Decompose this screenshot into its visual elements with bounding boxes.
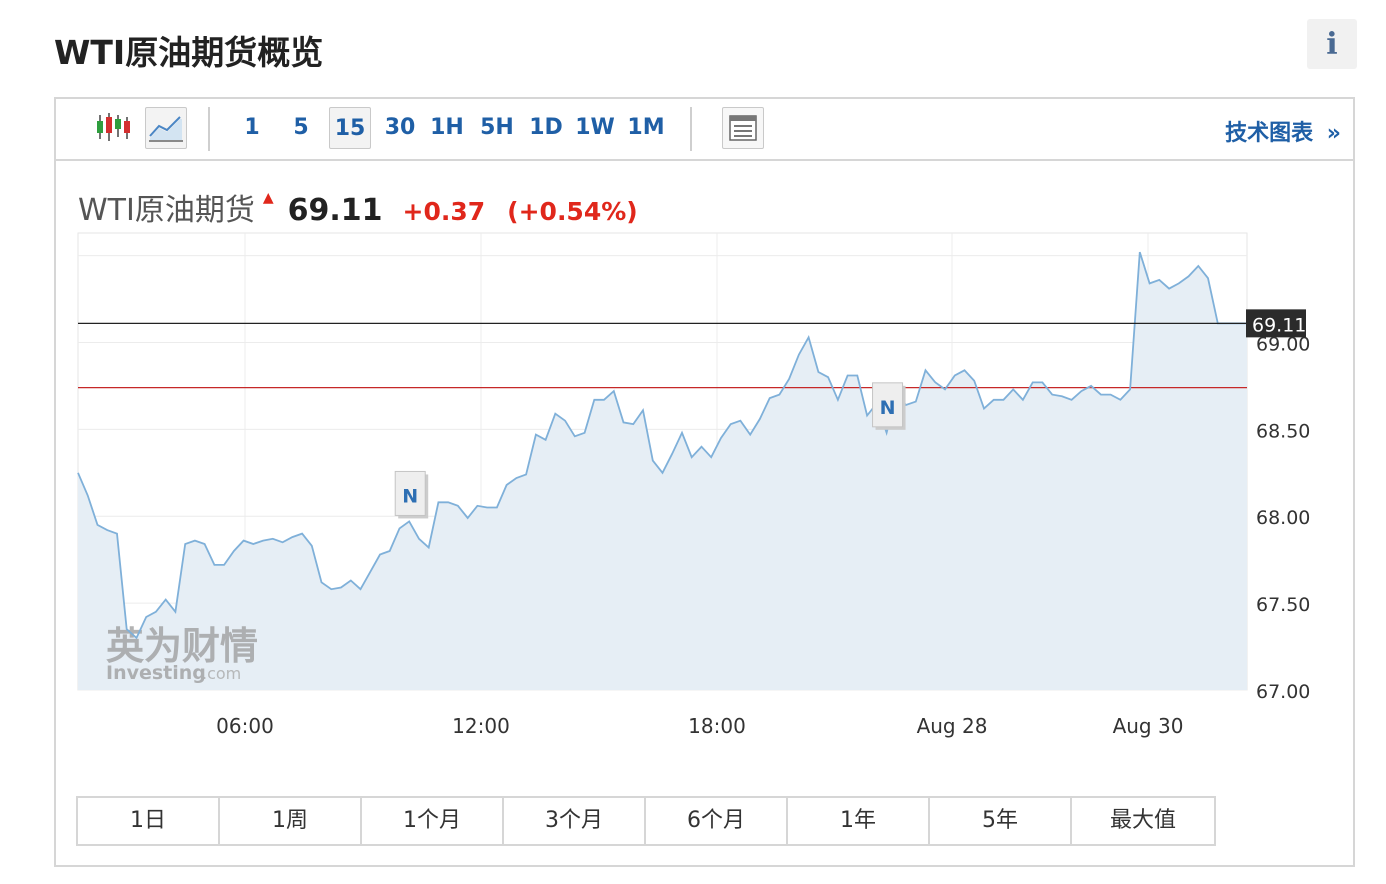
interval-1h[interactable]: 1H bbox=[430, 115, 464, 140]
line-chart-icon[interactable] bbox=[145, 107, 187, 149]
candlestick-icon[interactable] bbox=[90, 107, 132, 149]
table-icon[interactable] bbox=[722, 107, 764, 149]
price-change-percent: (+0.54%) bbox=[507, 197, 638, 226]
x-tick-label: 18:00 bbox=[688, 714, 746, 738]
interval-1m[interactable]: 1M bbox=[627, 115, 665, 140]
time-range-selector: 1日 1周 1个月 3个月 6个月 1年 5年 最大值 bbox=[76, 796, 1216, 846]
technical-chart-link[interactable]: 技术图表 » bbox=[1225, 115, 1341, 147]
last-price-label: 69.11 bbox=[1252, 314, 1306, 336]
y-tick-label: 67.50 bbox=[1256, 594, 1310, 616]
up-arrow-icon: ▲ bbox=[262, 190, 274, 206]
interval-15[interactable]: 15 bbox=[329, 107, 371, 149]
watermark-cn: 英为财情 bbox=[106, 624, 258, 668]
watermark-en-suffix: .com bbox=[202, 664, 241, 683]
x-tick-label: 12:00 bbox=[452, 714, 510, 738]
technical-chart-label: 技术图表 bbox=[1225, 121, 1314, 146]
news-marker[interactable] bbox=[394, 470, 426, 516]
range-button-3[interactable]: 3个月 bbox=[504, 798, 646, 844]
double-chevron-right-icon: » bbox=[1326, 121, 1341, 146]
instrument-name: WTI原油期货 bbox=[78, 193, 255, 228]
toolbar-separator bbox=[208, 107, 210, 151]
interval-1[interactable]: 1 bbox=[244, 115, 260, 140]
chart-toolbar: 1 5 15 30 1H 5H 1D 1W 1M 技术图表 » bbox=[56, 99, 1353, 161]
x-tick-label: Aug 28 bbox=[917, 714, 988, 738]
range-button-2[interactable]: 1个月 bbox=[362, 798, 504, 844]
toolbar-separator bbox=[690, 107, 692, 151]
y-tick-label: 68.00 bbox=[1256, 507, 1310, 529]
y-tick-label: 68.50 bbox=[1256, 420, 1310, 442]
y-tick-label: 67.00 bbox=[1256, 681, 1310, 703]
range-button-6[interactable]: 5年 bbox=[930, 798, 1072, 844]
last-price-box bbox=[1246, 309, 1306, 338]
y-tick-label: 69.00 bbox=[1256, 333, 1310, 355]
news-marker-label: N bbox=[402, 485, 418, 507]
quote-header: WTI原油期货 ▲ 69.11 +0.37 (+0.54%) bbox=[78, 185, 638, 228]
price-change: +0.37 bbox=[402, 197, 486, 226]
x-tick-label: 06:00 bbox=[216, 714, 274, 738]
info-button[interactable]: i bbox=[1307, 19, 1357, 69]
interval-5h[interactable]: 5H bbox=[480, 115, 514, 140]
price-area bbox=[78, 252, 1247, 690]
news-marker-label: N bbox=[880, 397, 896, 419]
x-tick-label: Aug 30 bbox=[1113, 714, 1184, 738]
chart-panel: 1 5 15 30 1H 5H 1D 1W 1M 技术图表 » WTI原油期货 ▲ 69.11 … bbox=[54, 97, 1355, 867]
news-marker[interactable] bbox=[872, 382, 904, 428]
price-line bbox=[77, 251, 1247, 640]
interval-30[interactable]: 30 bbox=[384, 115, 416, 140]
interval-1d[interactable]: 1D bbox=[529, 115, 563, 140]
range-button-5[interactable]: 1年 bbox=[788, 798, 930, 844]
interval-5[interactable]: 5 bbox=[293, 115, 309, 140]
range-button-4[interactable]: 6个月 bbox=[646, 798, 788, 844]
watermark-en: Investing bbox=[106, 662, 206, 684]
page-title: WTI原油期货概览 bbox=[54, 33, 324, 72]
range-button-1[interactable]: 1周 bbox=[220, 798, 362, 844]
interval-1w[interactable]: 1W bbox=[575, 115, 615, 140]
range-button-0[interactable]: 1日 bbox=[78, 798, 220, 844]
last-price: 69.11 bbox=[287, 193, 383, 228]
range-button-7[interactable]: 最大值 bbox=[1072, 798, 1214, 844]
